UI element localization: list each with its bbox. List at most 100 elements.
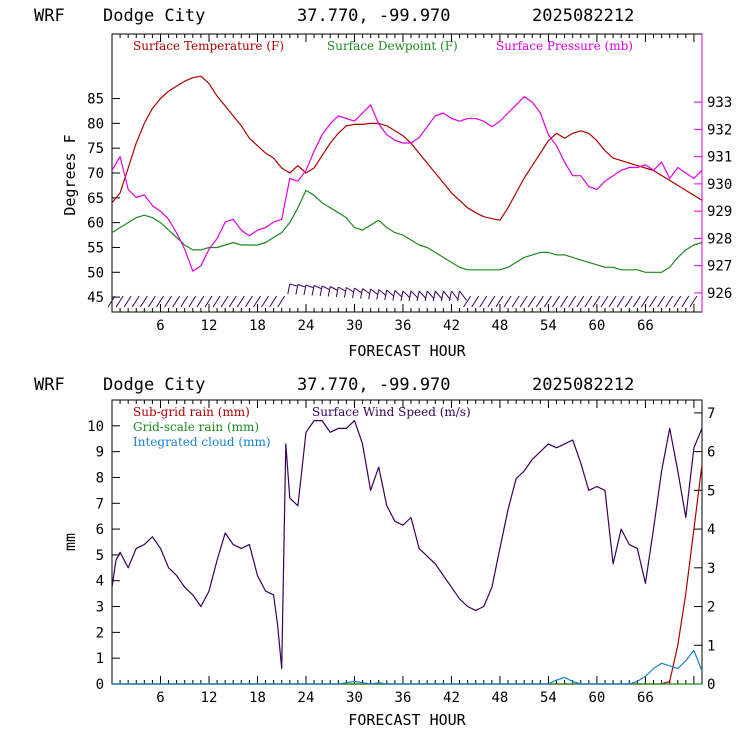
wind-barb [459,290,467,301]
panel2-coords: 37.770, -99.970 [297,375,451,395]
x-tick-label: 36 [395,690,412,706]
wind-barb [463,295,472,308]
wind-barb-staff [424,290,428,302]
y-tick-label: 0 [96,677,104,693]
wind-barb-staff [303,284,307,296]
x-tick-label: 66 [637,690,654,706]
wind-barb-staff [319,285,323,297]
y-tick-label: 3 [96,600,104,616]
x-tick-label: 66 [637,318,654,334]
wind-barb [244,295,253,308]
wind-barb [131,295,140,308]
wind-barb [552,295,560,308]
wind-barb [156,295,164,308]
wind-barb [228,295,237,308]
wind-barb-staff [416,290,420,302]
wind-barb [321,285,330,290]
wind-barb [600,295,609,308]
wind-barb [689,295,698,308]
y-tick-label: 1 [96,651,104,667]
wind-barb [434,290,443,300]
wind-barb [354,287,362,294]
wind-barb [123,295,132,308]
wind-barb-staff [351,287,355,299]
wind-barbs [107,283,698,308]
y-tick-label: 70 [87,166,104,182]
y2-tick-label: 932 [707,122,732,138]
wind-barb [289,283,297,287]
panel1-series [111,75,703,273]
wind-barb [402,290,411,299]
y-tick-label: 6 [96,522,104,538]
y2-tick-label: 929 [707,204,732,220]
wind-barb [346,287,354,293]
x-tick-label: 48 [492,690,509,706]
wind-barb [107,295,116,308]
wind-barb-staff [295,284,299,295]
y2-tick-label: 2 [707,600,715,616]
x-tick-label: 54 [540,690,557,706]
wind-barb [519,295,528,308]
wind-barb [535,295,544,308]
wind-barb-staff [400,290,404,302]
wind-barb [147,295,156,308]
wind-barb-staff [440,290,444,302]
wind-barb [649,295,657,308]
y-tick-label: 10 [87,419,104,435]
x-tick-label: 42 [443,690,460,706]
y-tick-label: 4 [96,574,104,590]
wind-barb-staff [384,289,388,301]
wind-barb [329,286,338,291]
panel1-ylabel: Degrees F [61,134,79,215]
y2-tick-label: 930 [707,177,732,193]
panel2-series [111,420,703,685]
wind-barb [362,288,370,295]
wind-barb [673,295,682,308]
panel2-ylabel: mm [61,533,79,551]
y-tick-label: 7 [96,496,104,512]
wind-barb [426,290,435,300]
y2-tick-label: 6 [707,445,715,461]
y-tick-label: 65 [87,191,104,207]
x-tick-label: 60 [589,318,606,334]
wind-barb [503,295,512,308]
y-tick-label: 75 [87,141,104,157]
panel1-location: Dodge City [103,6,205,26]
y2-tick-label: 926 [707,286,732,302]
wind-barb [269,295,278,308]
y2-tick-label: 927 [707,259,732,275]
wind-barb [139,295,148,308]
wind-barb [487,295,496,308]
x-tick-label: 18 [249,690,266,706]
y2-tick-label: 7 [707,406,715,422]
wind-barb-staff [335,286,339,298]
wind-barb [568,295,577,308]
wind-barb-staff [376,289,380,300]
y2-tick-label: 931 [707,150,732,166]
x-tick-label: 60 [589,690,606,706]
x-tick-label: 54 [540,318,557,334]
wind-barb [180,295,189,308]
wind-barb [394,290,403,298]
wind-barb [220,295,229,308]
wind-barb [544,295,552,308]
wind-barb-staff [327,286,331,297]
wind-barb [338,286,346,292]
wind-barb [188,295,197,308]
wind-barb [511,295,520,308]
panel1-ticks: 6 12 18 24 30 36 42 48 54 60 66 45 50 55 60 65 70 75 80 85 9… [87,34,732,334]
legend-gridscale-rain: Grid-scale rain (mm) [133,420,259,434]
wind-barb [495,295,504,308]
wind-barb [204,295,213,308]
wind-barb [212,295,221,308]
x-tick-label: 6 [156,318,164,334]
wind-barb [196,295,205,308]
wind-barb [261,295,269,308]
legend-integrated-cloud: Integrated cloud (mm) [133,435,271,449]
wind-barb [277,295,286,308]
series-line-3 [111,420,703,670]
wind-barb-staff [287,283,291,295]
wind-barb-staff [343,287,347,298]
wind-barb-staff [448,290,452,302]
